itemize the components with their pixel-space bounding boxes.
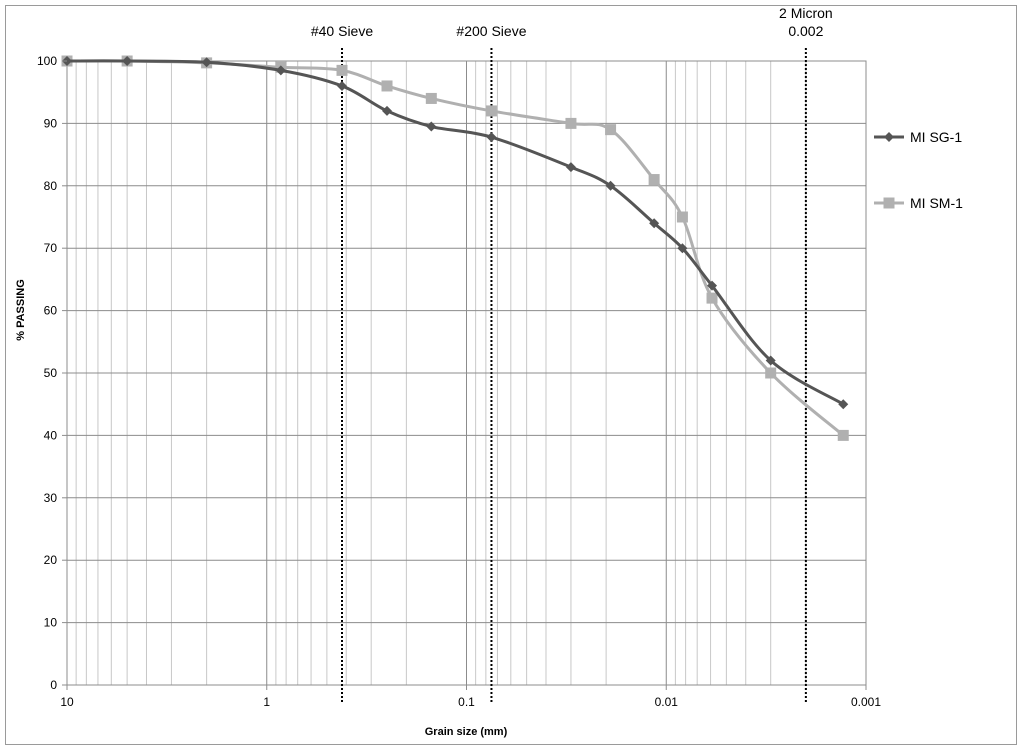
data-point-diamond bbox=[884, 132, 894, 142]
data-point-square bbox=[381, 80, 393, 92]
data-point-square bbox=[425, 92, 437, 104]
x-tick-label: 0.001 bbox=[851, 695, 881, 709]
y-tick-label: 80 bbox=[44, 179, 58, 193]
y-axis-ticks: 0 10 20 30 40 50 60 70 80 90 100 bbox=[37, 54, 67, 692]
y-tick-label: 60 bbox=[44, 304, 58, 318]
data-point-diamond bbox=[122, 56, 133, 66]
data-point-diamond bbox=[382, 105, 393, 116]
y-tick-label: 70 bbox=[44, 241, 58, 255]
data-point-square bbox=[837, 429, 849, 441]
data-point-square bbox=[565, 117, 577, 129]
legend-item: MI SM-1 bbox=[874, 195, 963, 211]
data-point-square bbox=[706, 292, 718, 304]
x-axis-ticks: 10 1 0.1 0.01 0.001 bbox=[60, 685, 881, 709]
data-point-square bbox=[485, 105, 497, 117]
x-tick-label: 0.1 bbox=[458, 695, 475, 709]
data-point-square bbox=[883, 197, 895, 209]
data-point-square bbox=[605, 124, 617, 136]
data-point-square bbox=[336, 64, 348, 76]
y-tick-label: 30 bbox=[44, 491, 58, 505]
y-tick-label: 90 bbox=[44, 116, 58, 130]
data-point-square bbox=[765, 367, 777, 379]
data-point-diamond bbox=[426, 121, 437, 132]
reference-label: 2 Micron bbox=[779, 5, 833, 21]
y-tick-label: 50 bbox=[44, 366, 58, 380]
data-point-diamond bbox=[605, 180, 616, 191]
reference-label: 0.002 bbox=[788, 23, 823, 39]
data-point-diamond bbox=[337, 80, 348, 91]
y-tick-label: 40 bbox=[44, 428, 58, 442]
data-point-diamond bbox=[707, 280, 718, 291]
legend-label: MI SM-1 bbox=[910, 195, 963, 211]
data-point-square bbox=[648, 174, 660, 186]
sieve-reference-lines: #40 Sieve #200 Sieve 2 Micron 0.002 bbox=[311, 5, 833, 702]
y-axis-title: % PASSING bbox=[15, 279, 27, 341]
data-point-diamond bbox=[649, 218, 660, 229]
data-point-diamond bbox=[838, 399, 849, 410]
reference-label: #40 Sieve bbox=[311, 23, 373, 39]
y-tick-label: 10 bbox=[44, 616, 58, 630]
legend-item: MI SG-1 bbox=[874, 129, 962, 145]
data-point-diamond bbox=[486, 132, 497, 143]
y-tick-label: 0 bbox=[50, 678, 57, 692]
series-layer bbox=[61, 55, 849, 441]
x-tick-label: 10 bbox=[60, 695, 74, 709]
data-point-diamond bbox=[765, 355, 776, 366]
series-mi-sg-1 bbox=[62, 56, 849, 410]
data-point-diamond bbox=[275, 65, 286, 76]
legend: MI SG-1 MI SM-1 bbox=[874, 129, 963, 211]
data-point-diamond bbox=[677, 243, 688, 254]
data-point-diamond bbox=[201, 57, 212, 68]
y-tick-label: 20 bbox=[44, 553, 58, 567]
x-tick-label: 1 bbox=[263, 695, 270, 709]
data-point-square bbox=[676, 211, 688, 223]
reference-label: #200 Sieve bbox=[456, 23, 526, 39]
x-axis-title: Grain size (mm) bbox=[425, 726, 508, 738]
x-tick-label: 0.01 bbox=[655, 695, 679, 709]
data-point-diamond bbox=[565, 162, 576, 173]
y-tick-label: 100 bbox=[37, 54, 57, 68]
legend-label: MI SG-1 bbox=[910, 129, 962, 145]
